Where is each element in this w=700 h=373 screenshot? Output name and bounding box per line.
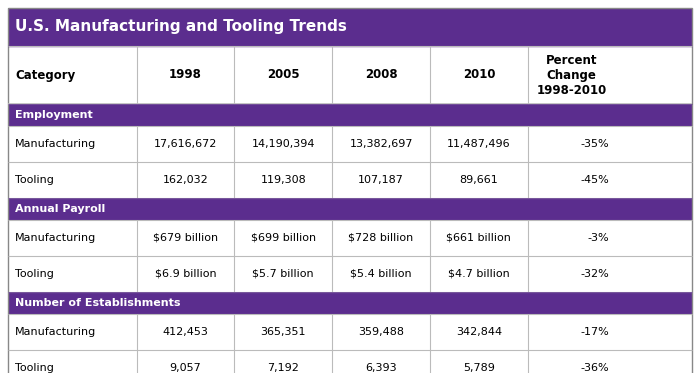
Bar: [8, 350, 692, 373]
Text: $6.9 billion: $6.9 billion: [155, 269, 216, 279]
Bar: [8, 198, 692, 220]
Text: 412,453: 412,453: [162, 327, 209, 337]
Text: 11,487,496: 11,487,496: [447, 139, 511, 149]
Text: Manufacturing: Manufacturing: [15, 139, 97, 149]
Text: Category: Category: [15, 69, 76, 81]
Text: 2005: 2005: [267, 69, 300, 81]
Text: Employment: Employment: [15, 110, 92, 120]
Text: $5.4 billion: $5.4 billion: [350, 269, 412, 279]
Text: $661 billion: $661 billion: [447, 233, 512, 243]
Bar: [8, 220, 692, 256]
Bar: [8, 256, 692, 292]
Text: -32%: -32%: [580, 269, 610, 279]
Text: $4.7 billion: $4.7 billion: [448, 269, 510, 279]
Text: 13,382,697: 13,382,697: [349, 139, 413, 149]
Text: 1998: 1998: [169, 69, 202, 81]
Text: 89,661: 89,661: [460, 175, 498, 185]
Bar: [8, 104, 692, 126]
Text: $679 billion: $679 billion: [153, 233, 218, 243]
Text: $728 billion: $728 billion: [349, 233, 414, 243]
Text: 14,190,394: 14,190,394: [251, 139, 315, 149]
Text: 6,393: 6,393: [365, 363, 397, 373]
Text: U.S. Manufacturing and Tooling Trends: U.S. Manufacturing and Tooling Trends: [15, 19, 347, 34]
Text: Percent
Change
1998-2010: Percent Change 1998-2010: [536, 53, 607, 97]
Bar: [8, 126, 692, 162]
Text: 342,844: 342,844: [456, 327, 502, 337]
Text: Tooling: Tooling: [15, 269, 54, 279]
Text: Tooling: Tooling: [15, 363, 54, 373]
Text: 359,488: 359,488: [358, 327, 404, 337]
Bar: [8, 162, 692, 198]
Text: 162,032: 162,032: [162, 175, 209, 185]
Text: 365,351: 365,351: [260, 327, 306, 337]
Text: Manufacturing: Manufacturing: [15, 233, 97, 243]
Bar: [8, 8, 692, 46]
Text: -36%: -36%: [581, 363, 610, 373]
Text: -35%: -35%: [581, 139, 610, 149]
Text: $699 billion: $699 billion: [251, 233, 316, 243]
Text: Manufacturing: Manufacturing: [15, 327, 97, 337]
Text: Annual Payroll: Annual Payroll: [15, 204, 105, 214]
Text: 5,789: 5,789: [463, 363, 495, 373]
Bar: [8, 292, 692, 314]
Text: -17%: -17%: [580, 327, 610, 337]
Text: 9,057: 9,057: [169, 363, 202, 373]
Text: 17,616,672: 17,616,672: [154, 139, 217, 149]
Text: -3%: -3%: [588, 233, 610, 243]
Text: -45%: -45%: [580, 175, 610, 185]
Text: 2008: 2008: [365, 69, 398, 81]
Bar: [8, 46, 692, 104]
Text: 107,187: 107,187: [358, 175, 404, 185]
Text: 2010: 2010: [463, 69, 495, 81]
Text: Number of Establishments: Number of Establishments: [15, 298, 181, 308]
Text: 7,192: 7,192: [267, 363, 299, 373]
Text: 119,308: 119,308: [260, 175, 306, 185]
Text: Tooling: Tooling: [15, 175, 54, 185]
Text: $5.7 billion: $5.7 billion: [253, 269, 314, 279]
Bar: [8, 314, 692, 350]
